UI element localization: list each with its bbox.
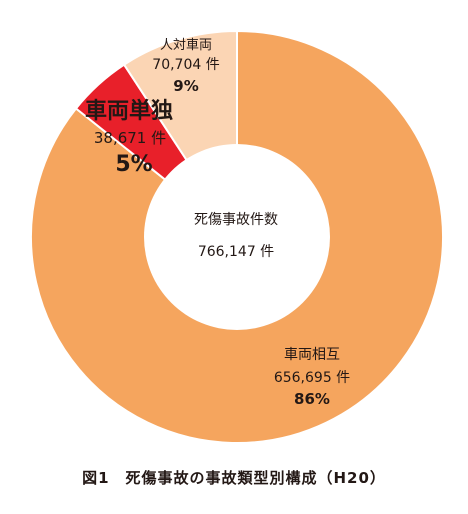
slice-label-pedestrian-vehicle: 人対車両 [160, 38, 212, 53]
slice-count-pedestrian-vehicle: 70,704 件 [152, 57, 219, 73]
slice-count-single-vehicle: 38,671 件 [94, 129, 166, 147]
center-total-value: 766,147 件 [198, 244, 274, 260]
slice-percent-pedestrian-vehicle: 9% [173, 77, 198, 95]
donut-hole [144, 144, 330, 330]
slice-percent-single-vehicle: 5% [115, 152, 152, 177]
donut-chart: 死傷事故件数 766,147 件 車両相互 656,695 件 86% 車両単独… [30, 29, 444, 444]
slice-count-vehicle-vehicle: 656,695 件 [274, 370, 350, 386]
center-total-label: 死傷事故件数 [194, 212, 278, 228]
slice-percent-vehicle-vehicle: 86% [294, 390, 330, 408]
slice-label-single-vehicle: 車両単独 [85, 98, 173, 124]
figure-caption: 図1 死傷事故の事故類型別構成（H20） [82, 469, 386, 487]
slice-label-vehicle-vehicle: 車両相互 [284, 346, 340, 363]
